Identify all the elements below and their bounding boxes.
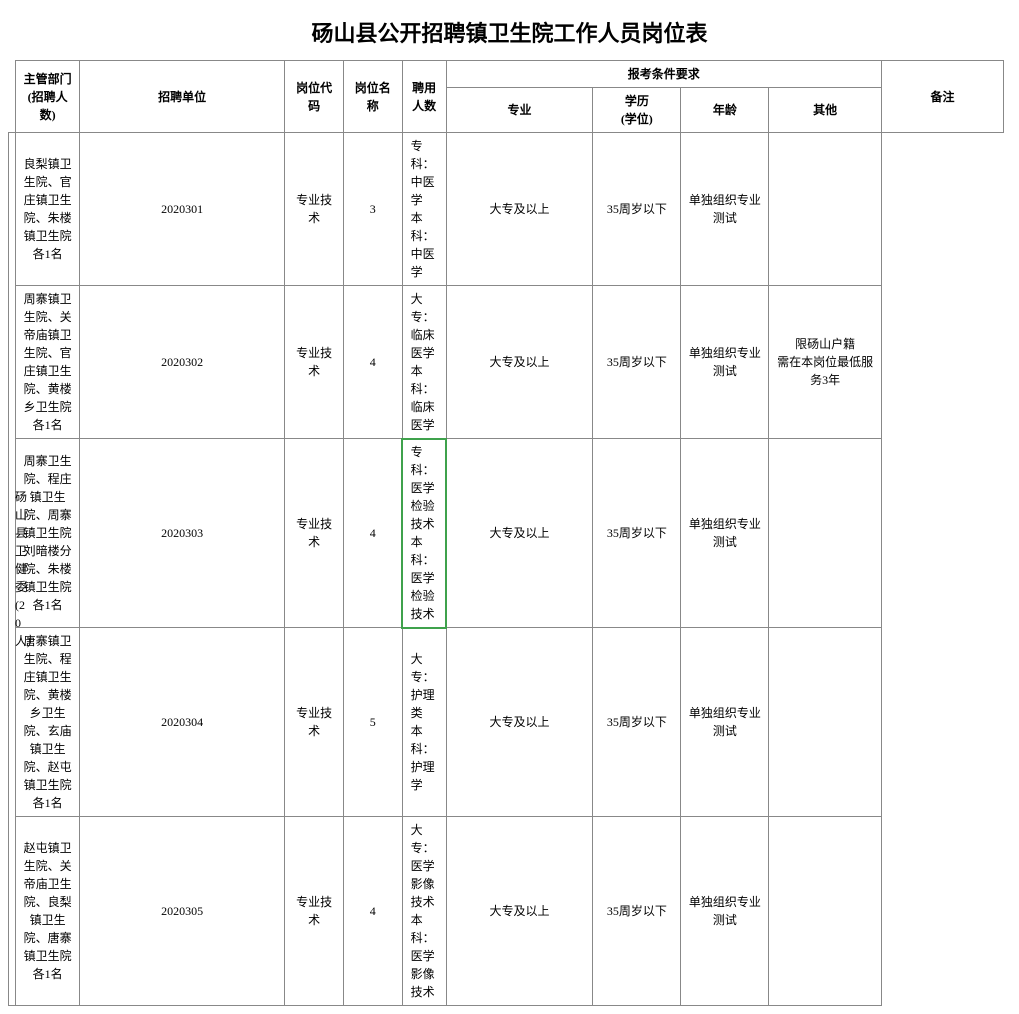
table-row: 周寨卫生院、程庄镇卫生院、周寨镇卫生院刘暗楼分院、朱楼镇卫生院各1名202030… — [9, 439, 1012, 628]
note-cell — [769, 133, 881, 286]
edu-cell: 大专及以上 — [446, 817, 593, 1006]
col-note: 备注 — [881, 61, 1003, 133]
age-cell: 35周岁以下 — [593, 286, 681, 439]
edu-cell: 大专及以上 — [446, 628, 593, 817]
table-row: 唐寨镇卫生院、程庄镇卫生院、黄楼乡卫生院、玄庙镇卫生院、赵屯镇卫生院各1名202… — [9, 628, 1012, 817]
unit-cell: 赵屯镇卫生院、关帝庙卫生院、良梨镇卫生院、唐寨镇卫生院各1名 — [16, 817, 80, 1006]
col-dept: 主管部门(招聘人数) — [16, 61, 80, 133]
other-cell: 单独组织专业测试 — [681, 133, 769, 286]
col-count: 聘用人数 — [402, 61, 446, 133]
note-cell — [769, 628, 881, 817]
pname-cell: 专业技术 — [285, 628, 344, 817]
dept-cell: 砀山县卫健委(20人) — [9, 133, 16, 1006]
code-cell: 2020305 — [79, 817, 284, 1006]
col-unit: 招聘单位 — [79, 61, 284, 133]
pname-cell: 专业技术 — [285, 439, 344, 628]
table-row: 周寨镇卫生院、关帝庙镇卫生院、官庄镇卫生院、黄楼乡卫生院各1名2020302专业… — [9, 286, 1012, 439]
col-major: 专业 — [446, 88, 593, 133]
col-other: 其他 — [769, 88, 881, 133]
major-cell: 大专：医学影像技术本科：医学影像技术 — [402, 817, 446, 1006]
col-pname: 岗位名称 — [343, 61, 402, 133]
edu-cell: 大专及以上 — [446, 286, 593, 439]
other-cell: 单独组织专业测试 — [681, 286, 769, 439]
header-row-1: 主管部门(招聘人数) 招聘单位 岗位代码 岗位名称 聘用人数 报考条件要求 备注 — [9, 61, 1012, 88]
col-reqgroup: 报考条件要求 — [446, 61, 881, 88]
age-cell: 35周岁以下 — [593, 628, 681, 817]
unit-cell: 周寨镇卫生院、关帝庙镇卫生院、官庄镇卫生院、黄楼乡卫生院各1名 — [16, 286, 80, 439]
col-code: 岗位代码 — [285, 61, 344, 133]
edu-cell: 大专及以上 — [446, 439, 593, 628]
other-cell: 单独组织专业测试 — [681, 439, 769, 628]
unit-cell: 周寨卫生院、程庄镇卫生院、周寨镇卫生院刘暗楼分院、朱楼镇卫生院各1名 — [16, 439, 80, 628]
age-cell: 35周岁以下 — [593, 133, 681, 286]
code-cell: 2020301 — [79, 133, 284, 286]
code-cell: 2020304 — [79, 628, 284, 817]
table-row: 赵屯镇卫生院、关帝庙卫生院、良梨镇卫生院、唐寨镇卫生院各1名2020305专业技… — [9, 817, 1012, 1006]
note-cell — [769, 439, 881, 628]
pname-cell: 专业技术 — [285, 286, 344, 439]
note-cell — [769, 817, 881, 1006]
code-cell: 2020303 — [79, 439, 284, 628]
count-cell: 4 — [343, 286, 402, 439]
edu-cell: 大专及以上 — [446, 133, 593, 286]
age-cell: 35周岁以下 — [593, 439, 681, 628]
col-edu: 学历(学位) — [593, 88, 681, 133]
major-cell: 专科：中医学本科：中医学 — [402, 133, 446, 286]
major-cell: 专科：医学检验技术本科：医学检验技术 — [402, 439, 446, 628]
page-title: 砀山县公开招聘镇卫生院工作人员岗位表 — [8, 8, 1011, 60]
age-cell: 35周岁以下 — [593, 817, 681, 1006]
code-cell: 2020302 — [79, 286, 284, 439]
unit-cell: 良梨镇卫生院、官庄镇卫生院、朱楼镇卫生院各1名 — [16, 133, 80, 286]
count-cell: 5 — [343, 628, 402, 817]
col-age: 年龄 — [681, 88, 769, 133]
count-cell: 4 — [343, 439, 402, 628]
other-cell: 单独组织专业测试 — [681, 628, 769, 817]
pname-cell: 专业技术 — [285, 817, 344, 1006]
note-cell: 限砀山户籍需在本岗位最低服务3年 — [769, 286, 881, 439]
count-cell: 3 — [343, 133, 402, 286]
positions-table: 主管部门(招聘人数) 招聘单位 岗位代码 岗位名称 聘用人数 报考条件要求 备注… — [8, 60, 1011, 1006]
table-row: 砀山县卫健委(20人)良梨镇卫生院、官庄镇卫生院、朱楼镇卫生院各1名202030… — [9, 133, 1012, 286]
other-cell: 单独组织专业测试 — [681, 817, 769, 1006]
unit-cell: 唐寨镇卫生院、程庄镇卫生院、黄楼乡卫生院、玄庙镇卫生院、赵屯镇卫生院各1名 — [16, 628, 80, 817]
major-cell: 大专：临床医学本科：临床医学 — [402, 286, 446, 439]
count-cell: 4 — [343, 817, 402, 1006]
major-cell: 大专：护理类本科：护理学 — [402, 628, 446, 817]
pname-cell: 专业技术 — [285, 133, 344, 286]
